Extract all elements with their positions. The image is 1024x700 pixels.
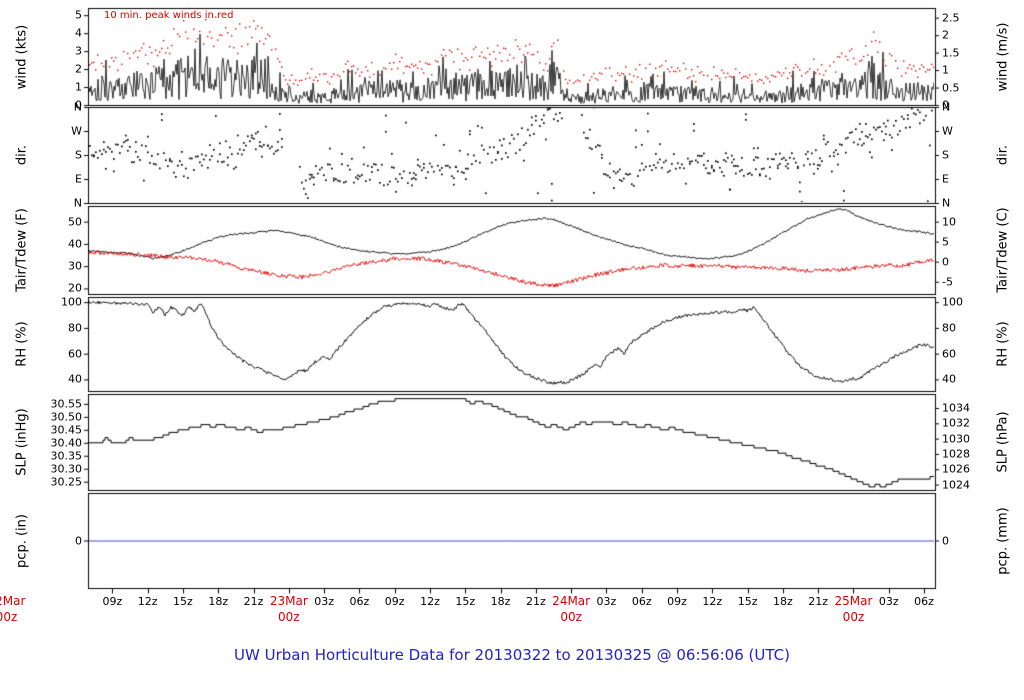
meteogram-canvas [0, 0, 1024, 700]
meteogram-page: 10 min. peak winds in red UW Urban Horti… [0, 0, 1024, 700]
